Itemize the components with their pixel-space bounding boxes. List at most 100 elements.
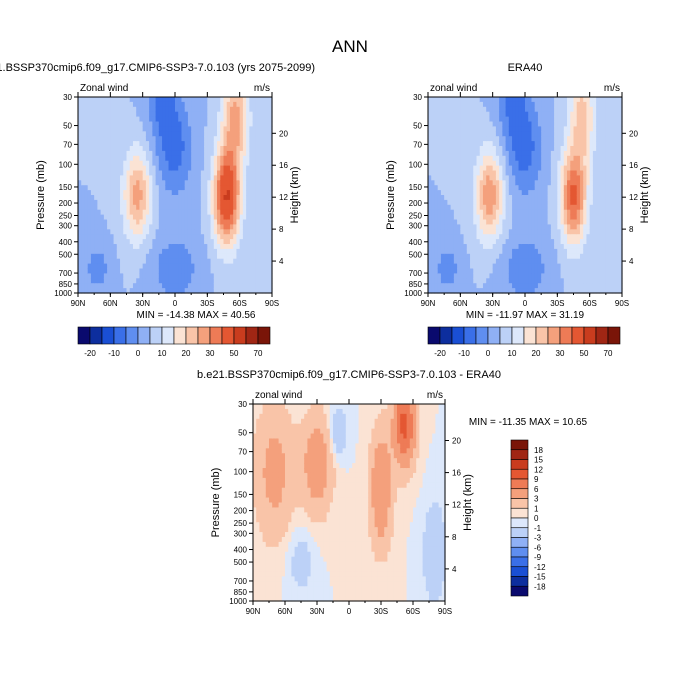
heatmap-cell bbox=[145, 185, 150, 191]
heatmap-cell bbox=[210, 229, 215, 235]
heatmap-cell bbox=[560, 253, 565, 260]
heatmap-cell bbox=[547, 239, 552, 245]
heatmap-cell bbox=[508, 239, 513, 245]
heatmap-cell bbox=[178, 224, 183, 230]
heatmap-cell bbox=[210, 288, 215, 294]
heatmap-cell bbox=[168, 185, 173, 191]
heatmap-cell bbox=[155, 185, 160, 191]
heatmap-cell bbox=[204, 229, 208, 235]
heatmap-cell bbox=[560, 126, 565, 132]
heatmap-cell bbox=[236, 131, 241, 137]
heatmap-cell bbox=[576, 263, 581, 270]
heatmap-cell bbox=[609, 170, 613, 176]
heatmap-cell bbox=[505, 195, 510, 201]
heatmap-cell bbox=[489, 214, 494, 221]
heatmap-cell bbox=[489, 209, 494, 216]
heatmap-cell bbox=[126, 209, 131, 216]
heatmap-cell bbox=[489, 263, 494, 270]
heatmap-cell bbox=[252, 97, 257, 103]
heatmap-cell bbox=[470, 136, 474, 142]
heatmap-cell bbox=[217, 248, 221, 255]
heatmap-cell bbox=[246, 165, 250, 172]
heatmap-cell bbox=[187, 97, 192, 103]
heatmap-cell bbox=[489, 239, 494, 245]
heatmap-cell bbox=[521, 126, 526, 132]
heatmap-cell bbox=[152, 155, 157, 162]
heatmap-cell bbox=[440, 121, 445, 127]
heatmap-cell bbox=[440, 219, 445, 225]
heatmap-cell bbox=[570, 239, 575, 245]
heatmap-cell bbox=[217, 204, 221, 211]
heatmap-cell bbox=[181, 258, 186, 265]
heatmap-cell bbox=[596, 131, 600, 137]
heatmap-cell bbox=[168, 278, 173, 284]
heatmap-cell bbox=[466, 273, 471, 279]
heatmap-cell bbox=[129, 234, 134, 240]
heatmap-cell bbox=[136, 190, 141, 196]
heatmap-cell bbox=[113, 209, 118, 216]
heatmap-cell bbox=[123, 131, 128, 137]
heatmap-cell bbox=[162, 126, 166, 132]
heatmap-cell bbox=[476, 199, 481, 206]
heatmap-cell bbox=[479, 136, 484, 142]
heatmap-cell bbox=[139, 180, 144, 186]
heatmap-cell bbox=[246, 97, 250, 103]
heatmap-cell bbox=[171, 150, 176, 157]
heatmap-cell bbox=[531, 268, 536, 274]
heatmap-cell bbox=[181, 204, 186, 211]
heatmap-cell bbox=[576, 146, 581, 152]
heatmap-cell bbox=[242, 195, 247, 201]
heatmap-cell bbox=[100, 121, 105, 127]
heatmap-cell bbox=[142, 101, 147, 108]
heatmap-cell bbox=[97, 116, 102, 123]
heatmap-cell bbox=[476, 195, 481, 201]
heatmap-cell bbox=[175, 195, 179, 201]
heatmap-cell bbox=[567, 165, 571, 172]
heatmap-cell bbox=[178, 268, 183, 274]
heatmap-cell bbox=[567, 273, 571, 279]
heatmap-cell bbox=[466, 121, 471, 127]
heatmap-cell bbox=[479, 199, 484, 206]
heatmap-cell bbox=[547, 248, 552, 255]
heatmap-cell bbox=[265, 101, 270, 108]
heatmap-cell bbox=[194, 278, 199, 284]
heatmap-cell bbox=[576, 106, 581, 113]
heatmap-cell bbox=[557, 116, 562, 123]
heatmap-cell bbox=[178, 214, 183, 221]
heatmap-cell bbox=[563, 155, 568, 162]
heatmap-cell bbox=[223, 160, 228, 167]
heatmap-cell bbox=[599, 165, 604, 172]
heatmap-cell bbox=[560, 229, 565, 235]
heatmap-cell bbox=[220, 229, 225, 235]
heatmap-cell bbox=[495, 278, 500, 284]
heatmap-cell bbox=[262, 224, 267, 230]
heatmap-cell bbox=[175, 165, 179, 172]
heatmap-cell bbox=[239, 248, 244, 255]
heatmap-cell bbox=[181, 126, 186, 132]
heatmap-cell bbox=[242, 248, 247, 255]
heatmap-cell bbox=[457, 268, 461, 274]
heatmap-cell bbox=[207, 263, 212, 270]
heatmap-cell bbox=[165, 165, 170, 172]
heatmap-cell bbox=[576, 121, 581, 127]
heatmap-cell bbox=[521, 106, 526, 113]
heatmap-cell bbox=[142, 136, 147, 142]
heatmap-cell bbox=[97, 268, 102, 274]
heatmap-cell bbox=[512, 288, 516, 294]
heatmap-cell bbox=[239, 155, 244, 162]
heatmap-cell bbox=[165, 116, 170, 123]
heatmap-cell bbox=[265, 268, 270, 274]
heatmap-cell bbox=[528, 180, 533, 186]
heatmap-cell bbox=[576, 224, 581, 230]
heatmap-cell bbox=[547, 97, 552, 103]
heatmap-cell bbox=[239, 283, 244, 289]
heatmap-cell bbox=[476, 283, 481, 289]
heatmap-cell bbox=[554, 278, 558, 284]
heatmap-cell bbox=[499, 126, 503, 132]
heatmap-cell bbox=[615, 126, 620, 132]
heatmap-cell bbox=[178, 278, 183, 284]
heatmap-cell bbox=[457, 136, 461, 142]
heatmap-cell bbox=[476, 170, 481, 176]
heatmap-cell bbox=[197, 180, 202, 186]
heatmap-cell bbox=[583, 214, 588, 221]
